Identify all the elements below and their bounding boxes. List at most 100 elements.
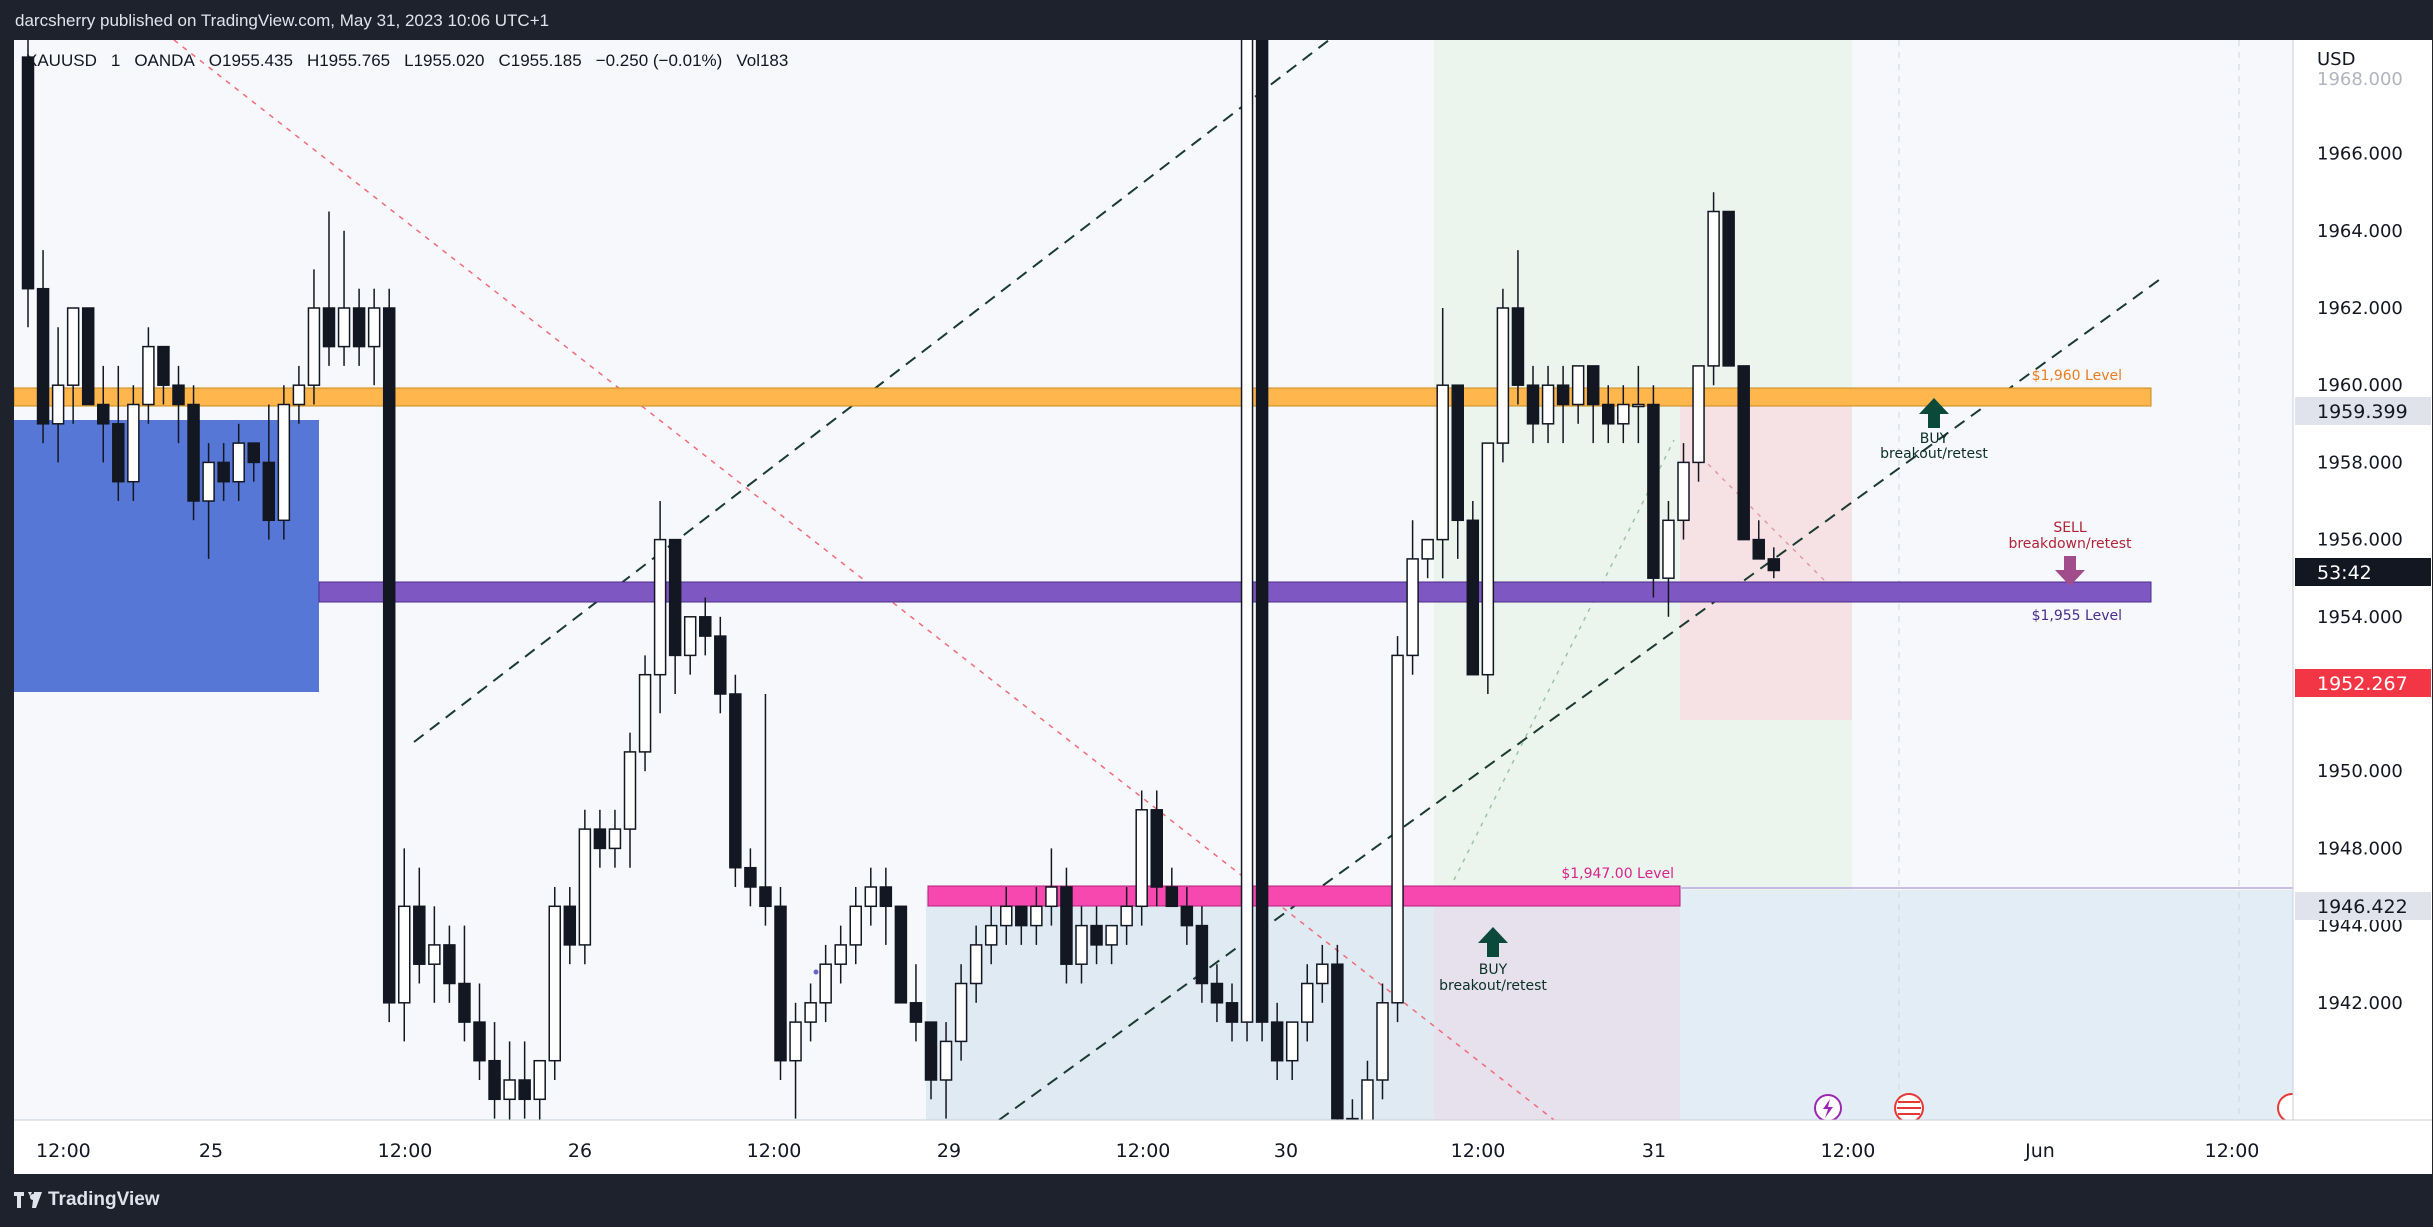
candle-body (1060, 886, 1073, 965)
candle-body (1000, 905, 1013, 927)
buy-sublabel-2: breakout/retest (1880, 446, 1988, 462)
candle-body (322, 307, 336, 348)
candle-body (834, 944, 847, 965)
price-axis-label: 1952.267 (2317, 673, 2408, 695)
candle-body (744, 866, 757, 888)
price-chart[interactable]: $1,960 Level$1,955 Level$1,947.00 Level$… (14, 40, 2432, 1174)
ohlc-change: −0.250 (−0.01%) (595, 51, 723, 70)
candle-body (1571, 365, 1585, 406)
candle-body (413, 905, 426, 965)
candle-body (1496, 307, 1510, 444)
candle-body (277, 403, 291, 522)
candle-body (518, 1079, 531, 1101)
candle-body (473, 1021, 486, 1062)
candle-body (1165, 886, 1179, 908)
blue-supply-zone (14, 420, 319, 692)
time-axis-tick-label: 12:00 (1821, 1140, 1876, 1162)
candle-body (172, 384, 185, 406)
candle-body (398, 905, 411, 1004)
candle-body (1316, 963, 1329, 985)
time-axis-tick-label: 29 (937, 1140, 961, 1162)
candle-body (142, 345, 155, 406)
candle-body (1692, 365, 1705, 464)
buy-label-1: BUY (1479, 962, 1508, 978)
candle-body (668, 538, 682, 657)
candle-body (1662, 519, 1675, 579)
candle-body (1090, 924, 1103, 946)
buy-arrow-icon-1 (1478, 927, 1508, 957)
candle-body (1421, 538, 1434, 560)
candle-body (21, 56, 35, 290)
candle-body (1150, 809, 1163, 888)
candle-body (428, 944, 441, 965)
candle-body (789, 1021, 802, 1062)
candle-body (593, 828, 607, 850)
symbol-ticker[interactable]: XAUUSD (26, 51, 97, 70)
us-flag-stripes-icon (1897, 1101, 1921, 1115)
candle-body (1391, 654, 1404, 1004)
candle-body (1752, 538, 1765, 560)
top-bar: darcsherry published on TradingView.com,… (0, 0, 2433, 40)
candle-body (337, 307, 351, 348)
time-axis-tick-label: 12:00 (1451, 1140, 1506, 1162)
candle-body (1556, 384, 1570, 406)
candle-body (623, 751, 637, 830)
candle-body (1285, 1021, 1299, 1062)
candle-body (699, 616, 712, 637)
candle-body (1195, 924, 1209, 985)
purple-range-zone (1434, 890, 1680, 1120)
candle-body (1255, 40, 1269, 1023)
candle-body (1406, 558, 1419, 657)
candle-body (1451, 384, 1464, 522)
candle-body (66, 307, 80, 386)
candle-body (1436, 384, 1449, 541)
candle-body (1135, 809, 1148, 908)
price-axis-label-bg (2295, 558, 2431, 586)
price-axis-tick-label: 1956.000 (2317, 530, 2403, 551)
symbol-interval: 1 (110, 51, 121, 70)
marker-dot (813, 969, 819, 975)
price-axis-label-bg (2295, 892, 2431, 920)
buy-arrow-icon-2 (1919, 398, 1949, 428)
level-label-1947: $1,947.00 Level (1561, 866, 1674, 882)
price-axis-tick-label: 1958.000 (2317, 452, 2403, 473)
price-axis-tick-label: 1954.000 (2317, 607, 2403, 628)
time-axis-tick-label: 25 (199, 1140, 223, 1162)
candle-body (127, 403, 140, 483)
candle-body (1541, 384, 1555, 425)
tradingview-logo[interactable]: TradingView (14, 1189, 160, 1211)
price-axis-label: 1946.422 (2317, 896, 2408, 918)
candle-body (247, 442, 260, 464)
price-axis-tick-top: 1968.000 (2317, 69, 2403, 90)
candle-body (849, 905, 862, 946)
candle-body (112, 423, 125, 483)
candle-body (1737, 365, 1750, 541)
candle-body (1586, 365, 1600, 406)
candle-body (187, 403, 200, 502)
candle-body (1120, 905, 1133, 927)
candle-body (97, 403, 110, 425)
tradingview-brand: TradingView (48, 1189, 160, 1210)
candle-body (1180, 905, 1194, 927)
price-axis-tick-label: 1960.000 (2317, 375, 2403, 396)
time-axis-background (14, 1120, 2432, 1174)
candle-body (36, 287, 50, 425)
price-axis-label: 1959.399 (2317, 401, 2408, 423)
ohlc-low: L1955.020 (404, 51, 485, 70)
price-axis-tick-label: 1942.000 (2317, 993, 2403, 1014)
time-axis-tick-label: 31 (1642, 1140, 1666, 1162)
candle-body (1722, 210, 1735, 367)
ohlc-open: O1955.435 (208, 51, 293, 70)
chart-frame[interactable]: $1,960 Level$1,955 Level$1,947.00 Level$… (14, 40, 2432, 1174)
symbol-legend[interactable]: XAUUSD 1 OANDA O1955.435 H1955.765 L1955.020 C… (26, 51, 802, 71)
candle-body (563, 905, 577, 946)
price-axis-tick-label: 1964.000 (2317, 221, 2403, 242)
level-band-1947 (927, 885, 1681, 907)
price-axis-tick-label: 1966.000 (2317, 144, 2403, 165)
time-axis-tick-label: 12:00 (1116, 1140, 1171, 1162)
time-axis-tick-label: 26 (568, 1140, 592, 1162)
blue-range-zone (926, 890, 1438, 1120)
price-axis-label: 53:42 (2317, 562, 2372, 584)
candle-body (307, 307, 321, 386)
price-axis-tick-label: 1948.000 (2317, 838, 2403, 859)
